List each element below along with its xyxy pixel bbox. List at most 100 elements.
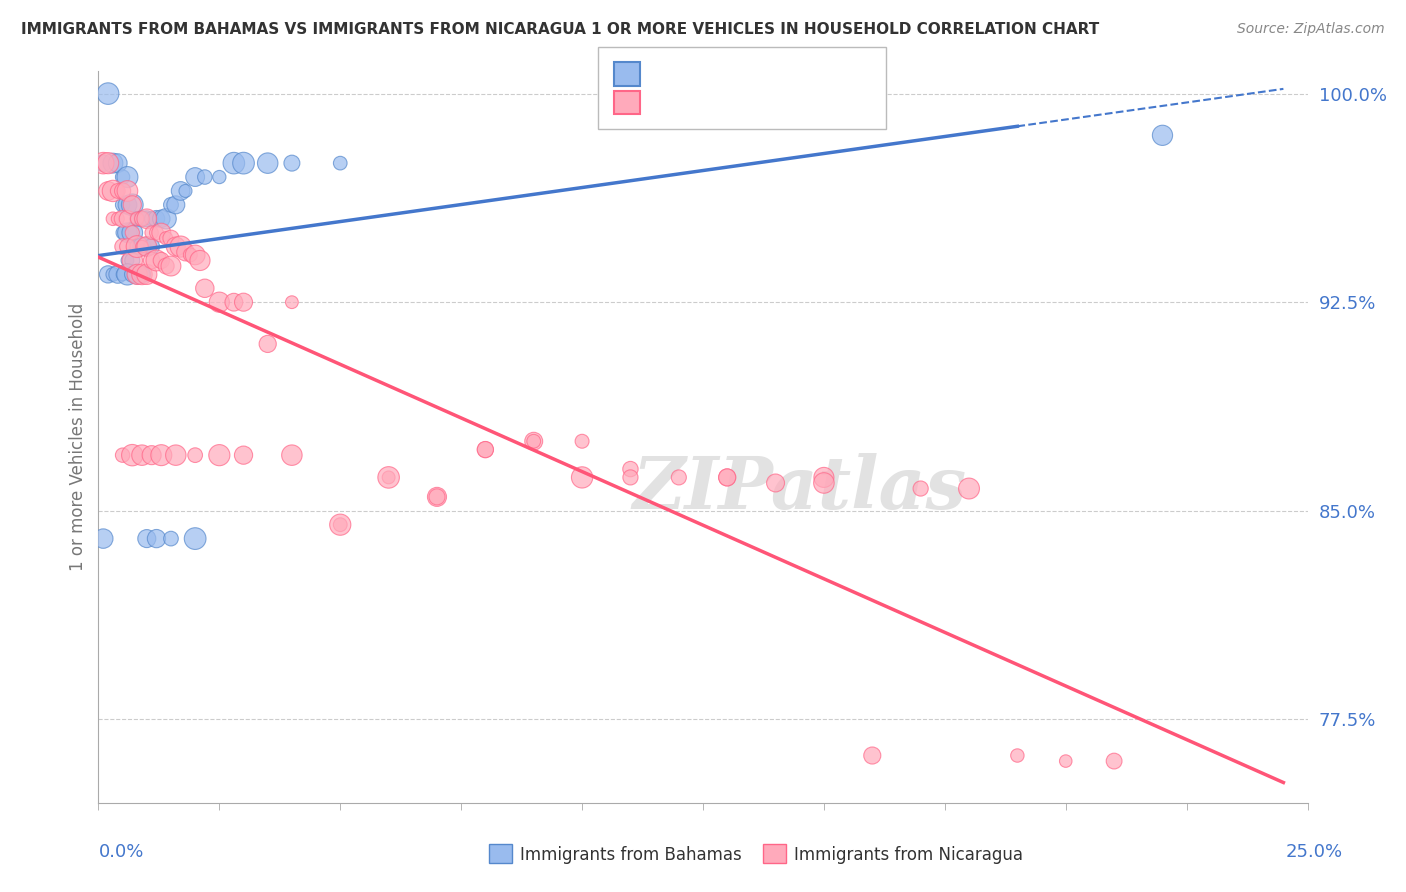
Point [127, 211, 149, 226]
Point [107, 156, 129, 170]
Text: 0.424: 0.424 [689, 62, 742, 80]
Point [222, 295, 245, 310]
Point [101, 156, 124, 170]
Point [160, 259, 183, 273]
Text: IMMIGRANTS FROM BAHAMAS VS IMMIGRANTS FROM NICARAGUA 1 OR MORE VEHICLES IN HOUSE: IMMIGRANTS FROM BAHAMAS VS IMMIGRANTS FR… [21, 22, 1099, 37]
Point [281, 295, 304, 310]
Point [184, 448, 207, 462]
Text: 0.0%: 0.0% [98, 843, 143, 861]
Point [150, 226, 173, 240]
Point [131, 268, 153, 282]
Point [957, 482, 980, 496]
Point [107, 184, 129, 198]
Text: N =: N = [745, 89, 776, 107]
Text: Immigrants from Nicaragua: Immigrants from Nicaragua [794, 846, 1024, 863]
Point [117, 226, 139, 240]
Point [121, 226, 143, 240]
Point [117, 253, 139, 268]
Point [91, 156, 114, 170]
Point [135, 211, 157, 226]
Point [121, 253, 143, 268]
Point [141, 253, 163, 268]
Point [174, 184, 197, 198]
Text: 25.0%: 25.0% [1285, 843, 1343, 861]
Point [155, 259, 177, 273]
Point [111, 226, 134, 240]
Point [256, 337, 278, 351]
Point [619, 462, 641, 476]
Point [131, 211, 153, 226]
Point [145, 253, 167, 268]
Point [117, 211, 139, 226]
Point [1007, 748, 1029, 763]
Point [117, 268, 139, 282]
Point [329, 517, 352, 532]
Point [141, 211, 163, 226]
Point [121, 268, 143, 282]
Point [127, 268, 149, 282]
Point [426, 490, 449, 504]
Point [910, 482, 932, 496]
Point [474, 442, 496, 457]
Point [121, 253, 143, 268]
Point [135, 239, 157, 253]
Point [571, 434, 593, 449]
Point [174, 245, 197, 260]
Point [523, 434, 546, 449]
Point [141, 239, 163, 253]
Point [107, 211, 129, 226]
Point [111, 239, 134, 253]
Point [117, 169, 139, 184]
Point [97, 156, 120, 170]
Point [188, 253, 211, 268]
Point [141, 448, 163, 462]
Point [97, 87, 120, 101]
Point [145, 211, 167, 226]
Point [121, 226, 143, 240]
Point [121, 448, 143, 462]
Point [141, 226, 163, 240]
Point [169, 184, 191, 198]
Text: N =: N = [745, 62, 776, 80]
Point [169, 239, 191, 253]
Point [377, 470, 399, 484]
Point [184, 169, 207, 184]
Point [145, 532, 167, 546]
Point [117, 184, 139, 198]
Point [155, 211, 177, 226]
Point [377, 470, 399, 484]
Point [101, 211, 124, 226]
Point [131, 448, 153, 462]
Point [232, 295, 254, 310]
Point [135, 211, 157, 226]
Point [111, 184, 134, 198]
Point [145, 226, 167, 240]
Point [131, 211, 153, 226]
Point [619, 470, 641, 484]
Point [91, 532, 114, 546]
Point [121, 198, 143, 212]
Point [179, 248, 201, 262]
Point [127, 239, 149, 253]
Point [150, 253, 173, 268]
Point [97, 184, 120, 198]
Point [523, 434, 546, 449]
Y-axis label: 1 or more Vehicles in Household: 1 or more Vehicles in Household [69, 303, 87, 571]
Text: Source: ZipAtlas.com: Source: ZipAtlas.com [1237, 22, 1385, 37]
Point [281, 448, 304, 462]
Point [194, 281, 217, 295]
Point [111, 211, 134, 226]
Point [184, 532, 207, 546]
Point [101, 268, 124, 282]
Point [127, 268, 149, 282]
Point [150, 448, 173, 462]
Point [1102, 754, 1125, 768]
Point [813, 470, 835, 484]
Point [1054, 754, 1077, 768]
Point [135, 532, 157, 546]
Point [184, 248, 207, 262]
Point [208, 169, 231, 184]
Text: ZIPatlas: ZIPatlas [633, 453, 967, 524]
Text: Immigrants from Bahamas: Immigrants from Bahamas [520, 846, 742, 863]
Point [860, 748, 883, 763]
